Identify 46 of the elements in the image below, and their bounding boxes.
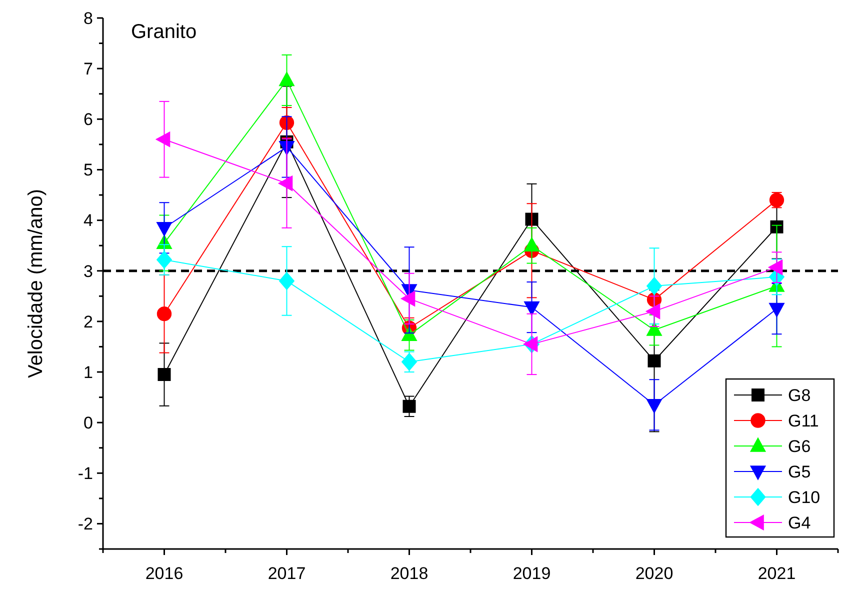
point	[768, 260, 783, 276]
point	[646, 277, 662, 295]
point	[156, 222, 172, 236]
point	[279, 72, 294, 86]
x-tick-label: 2020	[635, 564, 674, 583]
point	[646, 304, 660, 320]
point	[648, 354, 661, 368]
point	[524, 237, 540, 252]
point	[646, 398, 662, 414]
legend-label: G6	[788, 436, 811, 456]
y-tick-label: 5	[84, 160, 93, 180]
point	[279, 272, 294, 290]
x-tick-label: 2021	[758, 564, 796, 583]
point	[769, 302, 784, 318]
point	[156, 306, 172, 322]
chart-title: Granito	[131, 21, 197, 43]
y-tick-label: 1	[84, 362, 93, 382]
y-tick-label: 7	[84, 60, 93, 79]
x-tick-label: 2018	[390, 564, 428, 583]
y-axis-title: Velocidade (mm/ano)	[25, 189, 47, 378]
legend-label: G4	[788, 513, 811, 532]
legend-label: G8	[788, 386, 811, 405]
point	[156, 250, 172, 269]
point	[402, 400, 416, 413]
x-tick-label: 2019	[512, 564, 551, 583]
point	[278, 176, 293, 192]
y-tick-label: 4	[84, 211, 93, 230]
y-tick-label: -1	[78, 464, 93, 484]
y-tick-label: 3	[84, 262, 93, 281]
point	[158, 368, 171, 382]
y-tick-label: 8	[84, 8, 93, 28]
y-tick-label: 0	[84, 414, 93, 433]
x-tick-label: 2016	[145, 564, 184, 583]
point	[402, 352, 417, 371]
point	[400, 290, 416, 306]
y-tick-label: 2	[84, 312, 93, 332]
y-tick-label: 6	[84, 110, 93, 130]
legend-label: G5	[788, 462, 811, 482]
point	[646, 322, 662, 336]
y-tick-label: -2	[78, 514, 93, 534]
point	[156, 132, 170, 148]
point	[524, 301, 540, 316]
x-tick-label: 2017	[268, 564, 306, 583]
legend-label: G10	[788, 488, 820, 507]
legend-label: G11	[788, 411, 819, 430]
point	[525, 212, 538, 226]
